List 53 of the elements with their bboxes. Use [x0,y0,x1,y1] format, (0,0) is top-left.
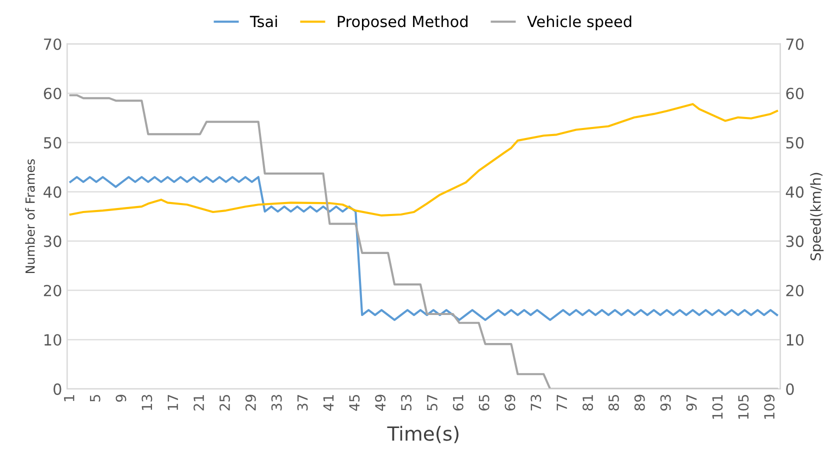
x-tick-label: 9 [116,394,126,402]
x-tick-label: 49 [375,394,386,411]
y2-tick-label: 60 [786,88,804,100]
legend-label: Tsai [250,15,277,28]
x-tick-label: 93 [660,394,671,411]
x-tick-label: 85 [608,394,619,411]
x-tick-label: 25 [219,394,230,410]
x-axis-title: Time(s) [387,426,458,444]
y-axis-title: Number of Frames [25,159,35,274]
x-tick-label: 101 [712,395,723,419]
y2-tick-label: 50 [786,137,804,149]
x-tick-label: 97 [686,394,697,411]
x-tick-label: 61 [452,395,464,410]
x-tick-label: 57 [427,394,438,410]
x-tick-label: 41 [323,395,334,411]
y-tick-label: 0 [54,383,62,395]
x-tick-label: 21 [194,395,204,410]
y-tick-label: 20 [44,284,62,296]
y2-axis-title: Speed(km/h) [810,172,824,260]
x-tick-label: 45 [349,394,360,411]
line-series [69,176,778,321]
x-tick-label: 77 [556,394,567,410]
y-tick-label: 70 [44,38,62,50]
y-tick-label: 40 [44,186,62,198]
x-tick-label: 5 [90,394,100,402]
x-tick-label: 29 [245,394,256,410]
x-tick-label: 53 [401,394,412,410]
x-tick-label: 65 [478,394,490,410]
y-tick-label: 60 [44,88,62,100]
legend-label: Vehicle speed [527,15,632,30]
x-tick-label: 33 [271,394,282,410]
y-tick-label: 50 [44,137,62,149]
line-series [69,94,778,389]
line-series [69,103,778,217]
y2-tick-label: 40 [786,186,804,198]
y2-tick-label: 0 [786,383,794,395]
x-tick-label: 69 [504,394,516,410]
y2-tick-label: 30 [786,236,804,248]
x-tick-label: 37 [297,394,308,410]
y-tick-label: 10 [44,334,62,346]
x-tick-label: 109 [764,394,775,419]
x-tick-label: 105 [738,394,749,419]
x-tick-label: 1 [64,395,74,402]
legend-label: Proposed Method [338,15,468,30]
x-tick-label: 13 [142,394,152,410]
y-tick-label: 30 [44,236,62,248]
y2-tick-label: 10 [786,334,804,346]
y2-tick-label: 20 [786,284,804,296]
y2-tick-label: 70 [786,38,804,50]
x-tick-label: 17 [168,394,178,410]
x-tick-label: 89 [634,394,645,411]
x-tick-label: 81 [582,395,594,411]
x-tick-label: 73 [530,394,542,410]
